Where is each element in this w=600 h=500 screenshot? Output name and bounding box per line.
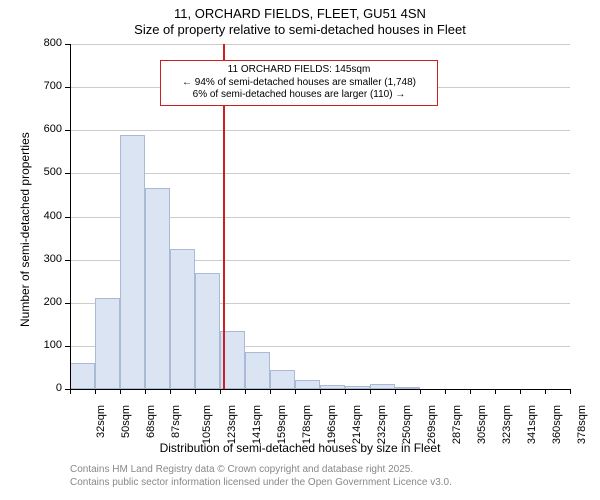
x-tick-label: 378sqm bbox=[576, 405, 588, 444]
annotation-line: 6% of semi-detached houses are larger (1… bbox=[167, 89, 431, 102]
x-tick-label: 50sqm bbox=[120, 405, 132, 438]
x-tick-label: 159sqm bbox=[276, 405, 288, 444]
x-tick bbox=[570, 389, 571, 394]
gridline bbox=[70, 173, 570, 174]
y-tick-label: 600 bbox=[30, 123, 62, 135]
x-tick-label: 305sqm bbox=[476, 405, 488, 444]
y-axis bbox=[70, 44, 71, 389]
histogram-bar bbox=[295, 380, 320, 389]
y-tick-label: 100 bbox=[30, 339, 62, 351]
gridline bbox=[70, 44, 570, 45]
x-tick-label: 341sqm bbox=[526, 405, 538, 444]
histogram-bar bbox=[120, 135, 145, 389]
histogram-bar bbox=[170, 249, 195, 389]
chart-title-line2: Size of property relative to semi-detach… bbox=[0, 22, 600, 37]
annotation-box: 11 ORCHARD FIELDS: 145sqm← 94% of semi-d… bbox=[160, 60, 438, 106]
gridline bbox=[70, 130, 570, 131]
x-tick-label: 87sqm bbox=[170, 405, 182, 438]
x-tick-label: 214sqm bbox=[351, 405, 363, 444]
x-tick-label: 123sqm bbox=[226, 405, 238, 444]
y-tick-label: 400 bbox=[30, 210, 62, 222]
credits-line: Contains public sector information licen… bbox=[70, 476, 452, 489]
y-tick-label: 500 bbox=[30, 166, 62, 178]
annotation-line: 11 ORCHARD FIELDS: 145sqm bbox=[167, 64, 431, 77]
credits-text: Contains HM Land Registry data © Crown c… bbox=[70, 463, 452, 489]
histogram-bar bbox=[245, 352, 270, 389]
x-tick-label: 269sqm bbox=[426, 405, 438, 444]
x-tick-label: 178sqm bbox=[301, 405, 313, 444]
y-tick-label: 0 bbox=[30, 382, 62, 394]
x-tick-label: 360sqm bbox=[551, 405, 563, 444]
x-tick-label: 250sqm bbox=[401, 405, 413, 444]
histogram-bar bbox=[145, 188, 170, 389]
histogram-bar bbox=[70, 363, 95, 389]
x-tick-label: 141sqm bbox=[251, 405, 263, 444]
y-tick-label: 700 bbox=[30, 80, 62, 92]
y-tick-label: 300 bbox=[30, 253, 62, 265]
x-tick-label: 196sqm bbox=[326, 405, 338, 444]
histogram-bar bbox=[95, 298, 120, 389]
x-tick-label: 287sqm bbox=[451, 405, 463, 444]
plot-area: 010020030040050060070080032sqm50sqm68sqm… bbox=[70, 44, 570, 389]
y-axis-label: Number of semi-detached properties bbox=[18, 132, 32, 327]
annotation-line: ← 94% of semi-detached houses are smalle… bbox=[167, 77, 431, 90]
x-tick-label: 32sqm bbox=[95, 405, 107, 438]
x-tick-label: 232sqm bbox=[376, 405, 388, 444]
x-axis bbox=[70, 389, 570, 390]
credits-line: Contains HM Land Registry data © Crown c… bbox=[70, 463, 452, 476]
x-tick-label: 68sqm bbox=[145, 405, 157, 438]
histogram-bar bbox=[195, 273, 220, 389]
chart-title-line1: 11, ORCHARD FIELDS, FLEET, GU51 4SN bbox=[0, 6, 600, 21]
x-tick-label: 323sqm bbox=[501, 405, 513, 444]
y-tick-label: 800 bbox=[30, 37, 62, 49]
y-tick-label: 200 bbox=[30, 296, 62, 308]
histogram-bar bbox=[270, 370, 295, 389]
x-axis-label: Distribution of semi-detached houses by … bbox=[0, 441, 600, 455]
chart-container: { "title_line1": "11, ORCHARD FIELDS, FL… bbox=[0, 0, 600, 500]
x-tick-label: 105sqm bbox=[201, 405, 213, 444]
